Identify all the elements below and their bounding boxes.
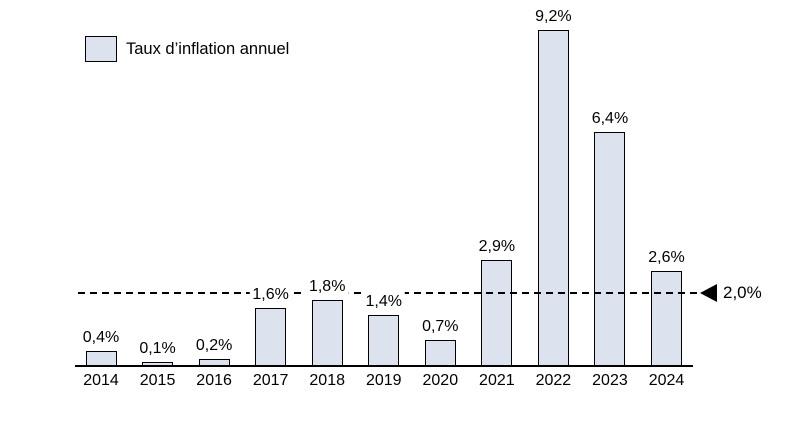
legend-swatch-icon <box>85 36 117 62</box>
reference-line-label: 2,0% <box>723 283 762 302</box>
bar-2023 <box>594 132 625 366</box>
bar-2018 <box>312 300 343 366</box>
bar-2017 <box>255 308 286 366</box>
bar-value-label: 1,8% <box>305 277 349 296</box>
bar-value-label: 2,6% <box>645 248 688 267</box>
bar-value-label: 0,7% <box>419 317 462 336</box>
legend: Taux d’inflation annuel <box>85 36 289 62</box>
bar-2024 <box>651 271 682 366</box>
x-tick-label: 2023 <box>592 372 628 389</box>
x-tick-label: 2019 <box>365 372 402 389</box>
bar-value-label: 0,1% <box>136 339 179 358</box>
bar-2021 <box>481 260 512 366</box>
bar-2014 <box>86 351 117 366</box>
x-tick-label: 2014 <box>83 372 119 389</box>
x-tick-label: 2022 <box>535 372 572 389</box>
x-axis-line <box>75 365 693 367</box>
bar-value-label: 1,4% <box>362 292 405 311</box>
bar-value-label: 2,9% <box>475 237 519 256</box>
bar-value-label: 9,2% <box>532 7 575 26</box>
legend-label: Taux d’inflation annuel <box>126 39 290 58</box>
x-tick-label: 2017 <box>252 372 289 389</box>
bar-value-label: 1,6% <box>249 285 292 304</box>
x-tick-label: 2015 <box>139 372 176 389</box>
bar-2019 <box>368 315 399 366</box>
x-tick-label: 2024 <box>648 372 685 389</box>
bar-value-label: 0,2% <box>192 336 236 355</box>
x-tick-label: 2021 <box>479 372 515 389</box>
x-tick-label: 2020 <box>422 372 459 389</box>
bar-value-label: 0,4% <box>79 328 123 347</box>
bar-value-label: 6,4% <box>588 109 632 128</box>
reference-arrow-icon <box>700 284 717 302</box>
bar-2022 <box>538 30 569 366</box>
x-tick-label: 2018 <box>309 372 345 389</box>
x-tick-label: 2016 <box>196 372 232 389</box>
bar-2020 <box>425 340 456 366</box>
